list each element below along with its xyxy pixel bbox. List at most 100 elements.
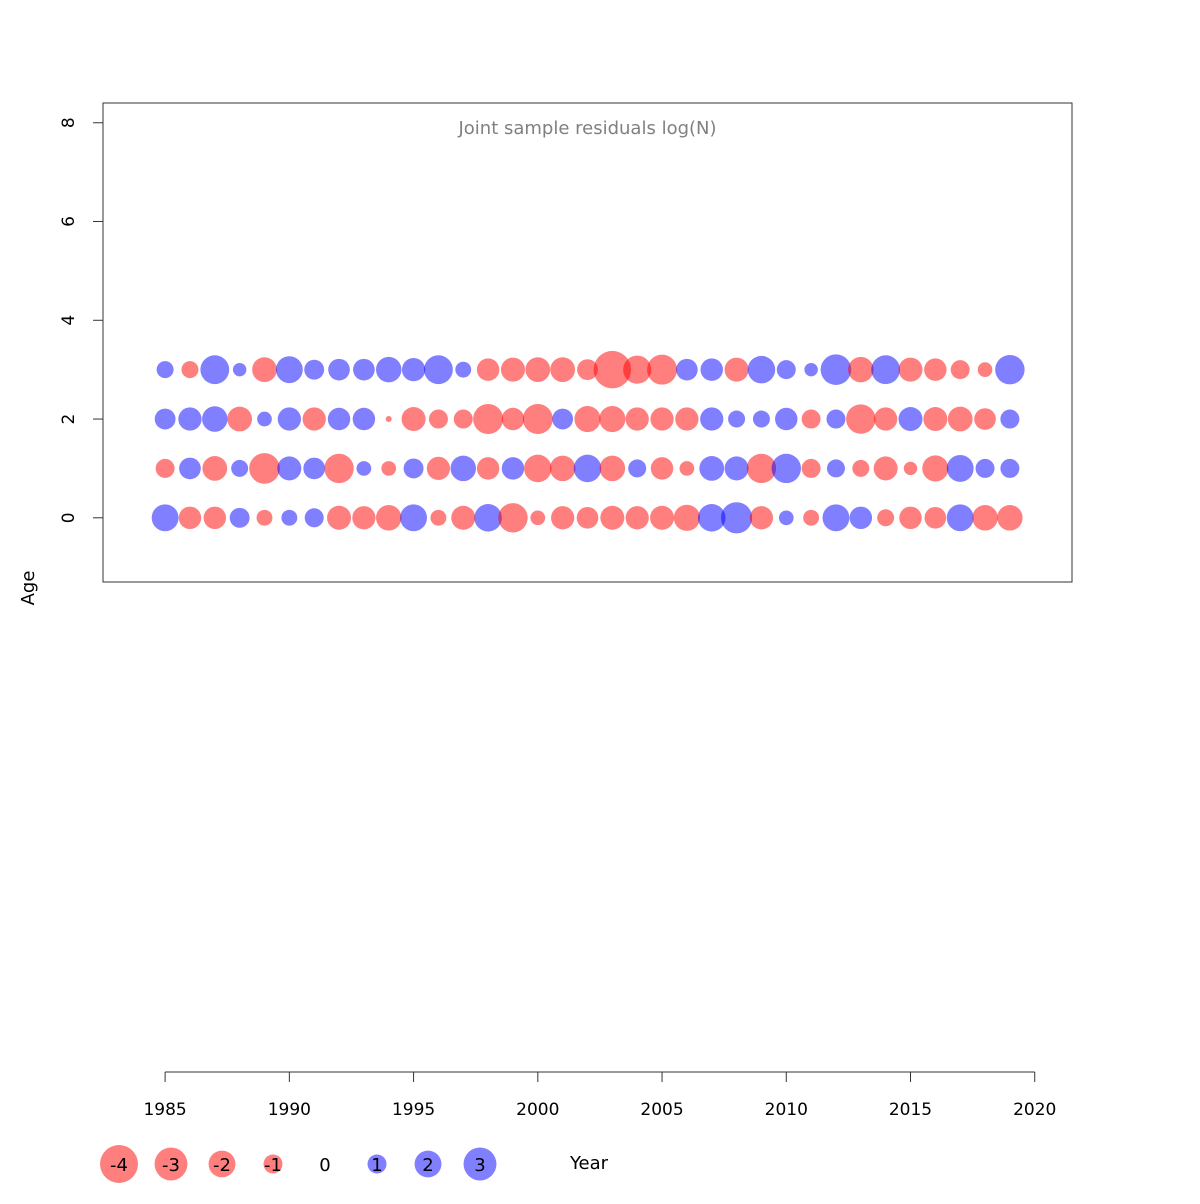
legend-item: 2 — [414, 1150, 442, 1178]
x-tick-label: 2020 — [1013, 1100, 1056, 1120]
bubble — [576, 506, 599, 529]
y-tick-label: 6 — [59, 216, 79, 227]
bubble — [898, 407, 923, 432]
bubble — [381, 461, 397, 476]
bubble — [352, 407, 376, 431]
bubble — [327, 407, 351, 431]
bubble — [227, 406, 253, 432]
bubble — [946, 454, 974, 482]
legend-label: 1 — [371, 1155, 382, 1176]
bubble — [324, 453, 354, 484]
bubble — [676, 358, 698, 381]
bubble — [922, 455, 949, 482]
bubble — [303, 457, 326, 480]
bubble — [473, 404, 504, 435]
bubble — [625, 506, 649, 530]
y-tick-label: 2 — [59, 414, 79, 425]
x-tick-label: 2000 — [516, 1100, 559, 1120]
bubble — [923, 407, 948, 432]
bubble — [403, 458, 424, 479]
bubble — [501, 407, 525, 431]
bubble — [746, 453, 777, 484]
bubble — [946, 504, 974, 532]
bubble — [430, 509, 447, 526]
bubble — [771, 453, 801, 484]
bubble — [849, 506, 873, 530]
bubble — [155, 458, 175, 478]
legend-label: 0 — [319, 1155, 330, 1176]
bubble — [977, 362, 993, 378]
x-tick-label: 1985 — [143, 1100, 186, 1120]
bubble — [673, 504, 700, 531]
bubble — [428, 409, 448, 429]
bubble — [179, 457, 201, 480]
bubble — [924, 358, 947, 381]
bubble — [873, 456, 898, 481]
bubble — [501, 457, 525, 480]
bubble — [522, 404, 553, 435]
legend-bubble — [154, 1147, 188, 1181]
legend-item: -3 — [154, 1147, 188, 1181]
bubble — [302, 407, 326, 431]
bubble — [401, 358, 426, 382]
bubble — [877, 509, 895, 527]
legend-label: 2 — [422, 1155, 433, 1176]
bubble — [353, 358, 375, 381]
legend: -4 -3 -2 -1 0 1 2 3 — [100, 1145, 497, 1183]
bubble — [252, 357, 277, 383]
bubble — [947, 406, 973, 432]
bubble — [775, 407, 798, 431]
bubble — [749, 506, 774, 530]
legend-label: -1 — [264, 1155, 282, 1176]
bubble — [623, 355, 652, 384]
bubble — [650, 407, 674, 431]
bubble — [697, 504, 726, 532]
bubble — [375, 356, 402, 383]
bubble — [474, 504, 502, 532]
bubble — [551, 506, 575, 530]
bubble — [874, 407, 898, 431]
x-tick-label: 2005 — [640, 1100, 683, 1120]
bubble — [778, 510, 794, 526]
bubble — [1000, 458, 1020, 478]
bubble — [1000, 409, 1020, 429]
x-tick-label: 1990 — [268, 1100, 311, 1120]
bubble — [747, 355, 776, 384]
bubble — [950, 360, 970, 380]
bubble — [500, 357, 525, 382]
bubble — [974, 408, 996, 430]
bubble — [154, 408, 176, 430]
legend-item: 1 — [367, 1154, 387, 1176]
bubble — [826, 459, 845, 478]
bubble — [232, 362, 247, 377]
legend-bubble — [367, 1154, 387, 1174]
bubbles — [151, 350, 1025, 534]
bubble — [822, 504, 850, 532]
bubble — [203, 506, 227, 530]
legend-item: -4 — [100, 1145, 138, 1183]
bubble — [202, 406, 228, 432]
bubble — [972, 505, 998, 531]
bubble — [327, 505, 352, 530]
bubble — [574, 405, 601, 433]
y-tick-label: 8 — [59, 117, 79, 128]
bubble — [752, 410, 770, 428]
bubble — [525, 357, 551, 383]
bubble — [852, 459, 870, 477]
bubble — [995, 354, 1025, 385]
bubble — [385, 416, 392, 423]
x-tick-label: 2010 — [765, 1100, 808, 1120]
bubble — [573, 454, 602, 483]
bubble — [178, 506, 202, 530]
bubble — [328, 358, 350, 381]
bubble — [871, 355, 901, 385]
bubble — [997, 505, 1023, 531]
bubble — [552, 408, 574, 430]
panel-frame — [102, 102, 1073, 583]
bubble — [720, 502, 753, 534]
legend-bubble — [263, 1154, 283, 1174]
bubble — [801, 458, 821, 478]
legend-item: 3 — [463, 1147, 497, 1181]
bubble — [476, 358, 500, 381]
